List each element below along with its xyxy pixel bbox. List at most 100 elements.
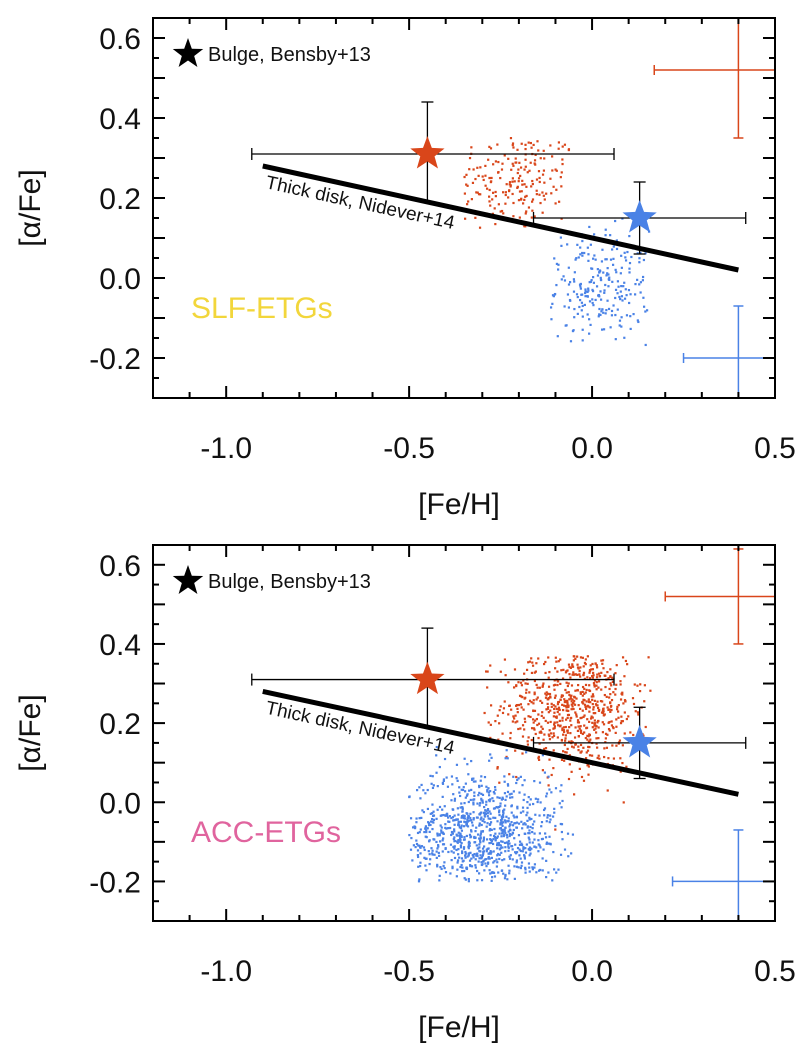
scatter-point <box>580 309 583 312</box>
scatter-point <box>495 805 498 809</box>
scatter-point <box>503 833 506 836</box>
scatter-point <box>605 746 609 749</box>
scatter-point <box>621 720 624 723</box>
scatter-point <box>488 869 491 872</box>
scatter-point <box>452 793 455 796</box>
scatter-point <box>514 714 517 717</box>
scatter-point <box>555 283 558 287</box>
scatter-point <box>557 724 560 727</box>
scatter-point <box>615 271 618 274</box>
scatter-point <box>544 660 547 664</box>
scatter-point <box>543 771 547 774</box>
scatter-point <box>554 667 557 670</box>
scatter-point <box>496 847 499 850</box>
scatter-point <box>428 824 431 827</box>
scatter-point <box>563 743 566 747</box>
scatter-point <box>492 816 495 819</box>
scatter-point <box>505 755 508 759</box>
scatter-point <box>611 280 614 283</box>
scatter-point <box>524 195 527 198</box>
scatter-point <box>478 837 481 840</box>
scatter-point <box>625 765 628 768</box>
scatter-point <box>433 853 436 856</box>
scatter-point <box>518 848 521 851</box>
scatter-point <box>497 844 500 847</box>
scatter-point <box>490 871 494 874</box>
scatter-point <box>410 836 413 840</box>
scatter-point <box>506 820 510 823</box>
scatter-point <box>558 200 561 203</box>
scatter-point <box>432 818 436 821</box>
scatter-point <box>550 791 553 794</box>
scatter-point <box>481 793 485 797</box>
scatter-point <box>489 664 492 667</box>
scatter-point <box>566 729 569 732</box>
scatter-point <box>531 718 535 721</box>
scatter-point <box>568 726 571 729</box>
scatter-point <box>553 726 556 730</box>
scatter-point <box>436 832 439 835</box>
scatter-point <box>530 671 534 675</box>
scatter-point <box>521 784 524 787</box>
scatter-point <box>498 853 501 857</box>
scatter-point <box>608 708 611 711</box>
scatter-point <box>512 790 515 793</box>
scatter-point <box>526 801 529 804</box>
scatter-point <box>588 710 591 713</box>
scatter-point <box>614 296 617 300</box>
scatter-point <box>624 259 628 262</box>
scatter-point <box>431 812 434 815</box>
scatter-point <box>637 320 640 324</box>
scatter-point <box>573 699 576 703</box>
scatter-point <box>485 865 488 868</box>
scatter-point <box>440 829 443 832</box>
scatter-point <box>500 822 504 825</box>
scatter-point <box>537 736 540 740</box>
scatter-point <box>508 832 512 836</box>
scatter-point <box>507 845 510 848</box>
scatter-point <box>465 794 469 797</box>
scatter-point <box>430 847 433 850</box>
scatter-point <box>525 194 528 198</box>
scatter-point <box>619 770 622 773</box>
scatter-point <box>452 837 455 841</box>
scatter-point <box>550 318 553 321</box>
scatter-point <box>461 866 464 869</box>
scatter-point <box>592 706 595 709</box>
scatter-point <box>499 827 503 830</box>
scatter-point <box>458 826 461 829</box>
scatter-point <box>509 796 512 799</box>
scatter-point <box>533 671 536 674</box>
scatter-point <box>539 868 542 872</box>
scatter-point <box>617 285 620 288</box>
scatter-point <box>427 821 430 824</box>
scatter-point <box>528 832 531 835</box>
scatter-point <box>534 153 537 157</box>
scatter-point <box>418 831 421 834</box>
scatter-point <box>541 727 544 730</box>
scatter-point <box>409 848 413 851</box>
scatter-point <box>525 210 528 213</box>
scatter-point <box>431 786 435 790</box>
scatter-point <box>562 708 565 712</box>
scatter-point <box>465 183 468 186</box>
scatter-point <box>455 818 458 821</box>
scatter-point <box>488 195 491 198</box>
scatter-point <box>504 821 507 824</box>
scatter-point <box>596 274 600 277</box>
scatter-point <box>539 846 542 849</box>
scatter-point <box>459 820 462 823</box>
scatter-point <box>517 168 520 171</box>
scatter-point <box>546 706 550 709</box>
scatter-point <box>563 279 567 282</box>
scatter-point <box>480 797 483 800</box>
scatter-point <box>633 683 636 686</box>
scatter-point <box>435 850 438 853</box>
x-tick-label: 0.5 <box>754 432 796 465</box>
scatter-point <box>514 157 517 160</box>
scatter-point <box>619 698 623 701</box>
scatter-point <box>530 817 533 821</box>
scatter-point <box>559 698 562 701</box>
scatter-point <box>559 790 562 793</box>
scatter-point <box>541 754 545 757</box>
